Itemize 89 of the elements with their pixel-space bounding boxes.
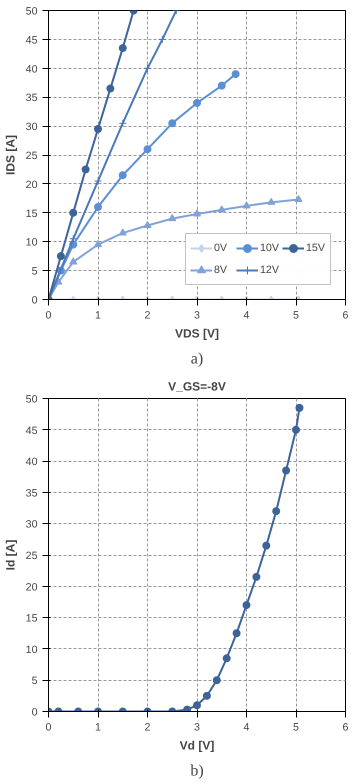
point [222, 654, 231, 662]
point [242, 201, 250, 208]
point [218, 205, 226, 212]
y-axis-title: IDS [A] [4, 135, 18, 175]
y-tick-label: 10 [26, 236, 38, 249]
x-tick-label: 4 [244, 722, 250, 734]
point [272, 507, 280, 516]
y-tick-label: 0 [32, 706, 38, 718]
x-tick-label: 1 [95, 722, 102, 734]
y-tick-label: 25 [26, 550, 38, 562]
point [294, 194, 302, 202]
y-tick-label: 10 [26, 644, 38, 656]
point [118, 119, 127, 128]
point [144, 145, 152, 154]
x-tick-label: 4 [244, 310, 250, 322]
point [69, 234, 78, 243]
x-tick-label: 2 [144, 722, 151, 734]
point [144, 220, 152, 228]
y-tick-label: 5 [32, 266, 38, 278]
x-tick-label: 3 [194, 310, 200, 322]
point [218, 82, 226, 90]
y-axis-title: Id [A] [4, 540, 18, 570]
y-tick-label: 50 [26, 394, 38, 406]
legend-label: 8V [214, 264, 228, 276]
point [106, 84, 114, 93]
point [69, 257, 78, 264]
y-tick-label: 0 [32, 294, 38, 306]
legend-label: 10V [260, 242, 280, 254]
y-tick-label: 15 [26, 208, 38, 220]
point [94, 177, 102, 186]
y-tick-label: 20 [26, 581, 38, 594]
point [118, 228, 127, 236]
point [168, 214, 176, 222]
point [202, 692, 211, 700]
y-tick-label: 15 [26, 612, 38, 625]
y-tick-label: 20 [26, 178, 38, 191]
x-axis-title: Vd [V] [180, 738, 214, 752]
y-tick-label: 50 [26, 6, 38, 18]
x-tick-label: 2 [144, 310, 151, 322]
point [94, 240, 102, 248]
x-tick-label: 6 [342, 722, 349, 734]
x-tick-label: 5 [293, 310, 300, 322]
point [69, 208, 78, 217]
y-tick-label: 35 [26, 92, 38, 104]
y-tick-label: 35 [26, 487, 38, 500]
x-tick-label: 6 [342, 310, 349, 322]
point [232, 629, 241, 638]
y-tick-label: 40 [26, 456, 38, 468]
y-tick-label: 30 [26, 121, 38, 134]
y-tick-label: 45 [26, 34, 38, 46]
y-tick-label: 5 [32, 675, 38, 688]
point [56, 252, 65, 260]
point [292, 426, 300, 434]
y-tick-label: 30 [26, 518, 38, 531]
x-tick-label: 1 [95, 310, 102, 322]
point [118, 44, 127, 52]
x-tick-label: 0 [46, 310, 52, 322]
point [144, 64, 152, 72]
x-tick-label: 0 [46, 722, 52, 734]
legend-label: 15V [306, 242, 326, 254]
x-tick-label: 3 [194, 722, 200, 734]
point [94, 124, 102, 133]
chart-title: V_GS=-8V [168, 380, 226, 394]
x-axis-title: VDS [V] [175, 326, 220, 340]
point [94, 203, 102, 212]
text: a) [190, 350, 204, 368]
y-tick-label: 25 [26, 150, 38, 162]
point [193, 209, 201, 216]
text: b) [190, 762, 204, 780]
legend-label: 12V [260, 264, 280, 276]
point [118, 171, 127, 180]
point [232, 70, 240, 78]
point [168, 119, 176, 128]
legend-label: 0V [214, 242, 228, 254]
point [183, 706, 192, 712]
point [282, 466, 290, 474]
point [252, 572, 260, 581]
point [267, 198, 276, 205]
point [193, 98, 201, 107]
point [262, 542, 270, 550]
point [295, 404, 304, 412]
y-tick-label: 40 [26, 63, 38, 76]
point [242, 601, 250, 610]
point [212, 676, 221, 684]
point [193, 701, 201, 710]
y-tick-label: 45 [26, 424, 38, 437]
point [158, 35, 166, 44]
x-tick-label: 5 [293, 722, 300, 734]
point [82, 165, 90, 174]
